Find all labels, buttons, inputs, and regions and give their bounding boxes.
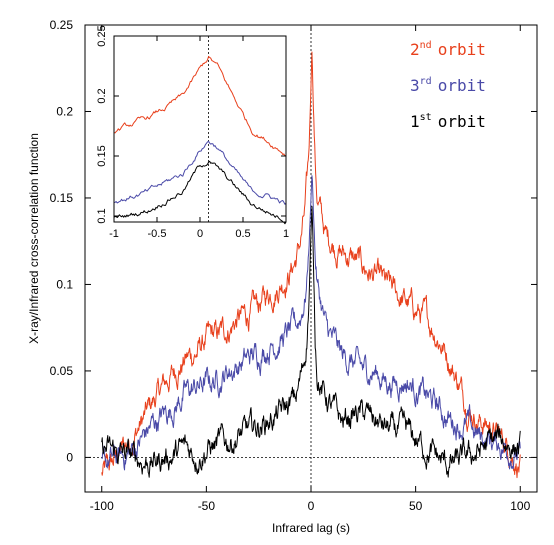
legend-entry-3rd-orbit: 3rd orbit	[410, 76, 486, 95]
y-tick-label: 0.15	[50, 191, 74, 205]
legend-entry-2nd-orbit: 2nd orbit	[410, 40, 486, 59]
x-tick-label: 0	[197, 228, 203, 240]
main-series-group	[101, 51, 521, 479]
legend-base: 3	[410, 76, 420, 95]
x-tick-label: -0.5	[148, 228, 167, 240]
x-tick-label: 100	[510, 499, 530, 513]
inset-series-group	[113, 55, 287, 225]
legend-text: orbit	[438, 40, 486, 59]
x-axis-label: Infrared lag (s)	[272, 521, 350, 535]
y-tick-label: 0.2	[56, 104, 73, 118]
y-tick-label: 0.25	[96, 25, 108, 46]
y-tick-label: 0.1	[96, 208, 108, 223]
legend-superscript: rd	[420, 76, 432, 87]
inset-plot: -1 -0.5 0 0.5 1 0.1 0.15 0.2 0.25	[96, 25, 289, 240]
y-axis-label: X-ray/Infrared cross-correlation functio…	[27, 133, 41, 344]
y-tick-label: 0.2	[96, 88, 108, 103]
series-line-1st-orbit	[101, 206, 521, 478]
legend: 2nd orbit 3rd orbit 1st orbit	[410, 40, 486, 131]
legend-base: 1	[410, 112, 420, 131]
series-line-2nd-orbit	[113, 55, 287, 157]
y-tick-label: 0	[66, 450, 73, 464]
main-x-ticks: -100 -50 0 50 100	[90, 25, 531, 513]
inset-y-ticks: 0.1 0.15 0.2 0.25	[96, 25, 286, 224]
y-tick-label: 0.1	[56, 277, 73, 291]
x-tick-label: 1	[283, 228, 289, 240]
legend-base: 2	[410, 40, 420, 59]
main-reference-lines	[85, 25, 537, 492]
x-tick-label: -1	[109, 228, 119, 240]
series-line-3rd-orbit	[113, 140, 287, 205]
y-tick-label: 0.25	[50, 18, 74, 32]
series-line-3rd-orbit	[101, 175, 521, 471]
legend-superscript: nd	[420, 40, 432, 51]
legend-superscript: st	[420, 112, 432, 123]
y-tick-label: 0.15	[96, 145, 108, 166]
x-tick-label: -100	[90, 499, 114, 513]
x-tick-label: 0.5	[235, 228, 250, 240]
legend-text: orbit	[438, 112, 486, 131]
inset-x-ticks: -1 -0.5 0 0.5 1	[109, 36, 289, 240]
legend-entry-1st-orbit: 1st orbit	[410, 112, 486, 131]
series-line-1st-orbit	[113, 160, 287, 225]
legend-text: orbit	[438, 76, 486, 95]
x-tick-label: 50	[409, 499, 423, 513]
x-tick-label: -50	[198, 499, 216, 513]
x-tick-label: 0	[308, 499, 315, 513]
series-line-2nd-orbit	[101, 51, 521, 479]
main-plot: -100 -50 0 50 100 0 0.05 0.1 0.15 0.2 0.25 Infrar…	[27, 18, 538, 535]
main-y-ticks: 0 0.05 0.1 0.15 0.2 0.25	[50, 18, 537, 464]
y-tick-label: 0.05	[50, 364, 74, 378]
